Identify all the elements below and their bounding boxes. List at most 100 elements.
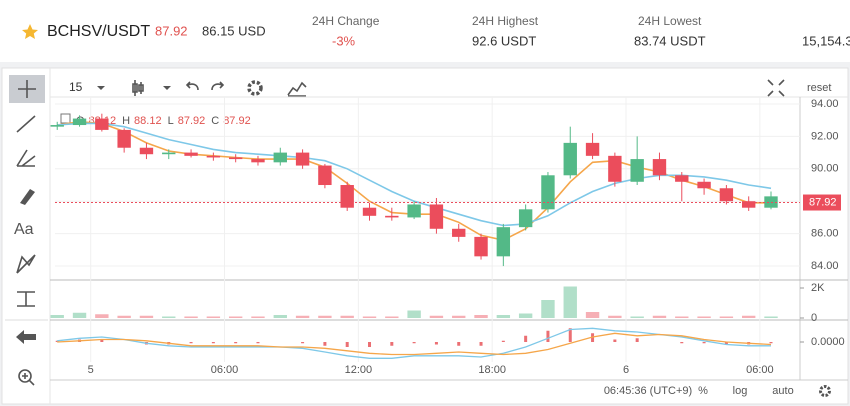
candle-body [608, 155, 622, 182]
candle-body [184, 152, 198, 156]
candle-body [541, 175, 555, 210]
candle-body [50, 125, 64, 127]
volume-bar [429, 315, 444, 318]
y-tick-label: 94.00 [811, 98, 839, 110]
macd-bar [457, 342, 461, 346]
macd-bar [189, 342, 193, 344]
volume-bar [162, 316, 176, 318]
macd-bar [635, 338, 639, 342]
stat-value: 83.74 USDT [634, 33, 706, 48]
macd-bar [256, 342, 260, 344]
legend-label: C [211, 115, 219, 127]
volume-bar [340, 315, 354, 318]
undo[interactable] [185, 81, 199, 91]
crosshair-tool[interactable] [18, 80, 36, 98]
dropdown[interactable] [163, 86, 171, 90]
candle-body [340, 185, 354, 208]
settings[interactable] [247, 80, 263, 96]
volume-bar [184, 316, 198, 318]
indicators[interactable] [287, 81, 307, 97]
macd-bar [702, 342, 706, 344]
stat-label: 24H Change [312, 14, 380, 28]
candle-body [429, 204, 444, 229]
volume-bar [72, 312, 87, 318]
stat-value: 15,154.3 [802, 33, 850, 48]
candle-body [630, 159, 644, 182]
fork-tool[interactable] [16, 149, 36, 167]
candle-body [675, 175, 689, 182]
x-tick-label: 12:00 [345, 364, 373, 376]
stat-label: 24H Highest [472, 14, 539, 28]
x-tick-label: 18:00 [478, 364, 506, 376]
candle-body [563, 142, 577, 176]
macd-bar [769, 342, 773, 344]
candle-body [228, 157, 243, 160]
candle-body [496, 227, 511, 257]
moving-average [57, 122, 772, 227]
dropdown[interactable] [97, 86, 105, 90]
fullscreen[interactable] [767, 79, 785, 97]
volume-bar [117, 315, 131, 318]
favorite-star[interactable] [22, 24, 38, 39]
volume-bar [385, 316, 399, 318]
y-tick-label: 2K [811, 282, 825, 294]
redo[interactable] [211, 81, 225, 91]
volume-bar [518, 313, 533, 318]
settings[interactable] [819, 385, 831, 397]
volume-bar [452, 315, 466, 318]
zoom-tool[interactable] [18, 369, 32, 383]
last-price-label: 87.92 [809, 196, 837, 208]
clock: 06:45:36 (UTC+9) [604, 385, 692, 397]
line-tool[interactable] [16, 115, 36, 133]
x-tick-label: 6 [623, 364, 629, 376]
chart-style[interactable] [132, 80, 144, 96]
measure-tool[interactable] [17, 291, 35, 307]
macd-bar [680, 342, 684, 344]
brush-tool[interactable] [20, 189, 35, 205]
legend-toggle[interactable] [60, 113, 71, 124]
auto-toggle[interactable]: auto [772, 385, 793, 397]
legend-value: 87.92 [223, 115, 251, 127]
volume-bar [50, 315, 64, 318]
candle-body [117, 129, 131, 148]
log-toggle[interactable]: log [733, 385, 748, 397]
candle-body [474, 236, 488, 257]
legend-label: L [168, 115, 174, 127]
volume-bar [139, 315, 154, 318]
candle-body [407, 204, 421, 218]
candle-body [318, 165, 332, 186]
interval[interactable]: 15 [69, 80, 83, 94]
macd-bar [613, 339, 617, 342]
reset[interactable]: reset [807, 82, 831, 94]
candle-body [95, 118, 109, 130]
text-tool[interactable]: Aa [14, 221, 34, 238]
candle-body [273, 152, 287, 163]
macd-bar [390, 342, 394, 346]
macd-bar [412, 342, 416, 344]
macd-bar [434, 342, 438, 345]
x-tick-label: 06:00 [746, 364, 774, 376]
last-price-box [803, 194, 841, 211]
x-tick-label: 06:00 [211, 364, 239, 376]
volume-bar [206, 316, 221, 318]
candle-body [742, 201, 756, 208]
volume-bar [585, 312, 600, 318]
pattern-tool[interactable] [16, 254, 36, 274]
y-tick-label: 90.00 [811, 163, 839, 175]
price-usd: 86.15 USD [202, 23, 266, 38]
macd-bar [301, 342, 305, 344]
percent-toggle[interactable]: % [698, 385, 708, 397]
volume-bar [608, 315, 622, 318]
macd-bar [345, 342, 349, 347]
macd-line [57, 332, 772, 356]
hide-toolbar[interactable] [16, 330, 36, 344]
macd-bar [211, 342, 215, 344]
volume-bar [474, 315, 488, 318]
candle-body [162, 152, 176, 155]
macd-bar [479, 342, 483, 346]
candle-body [295, 152, 310, 166]
volume-bar [764, 316, 778, 318]
candle-body [362, 207, 377, 216]
volume-bar [273, 315, 287, 318]
